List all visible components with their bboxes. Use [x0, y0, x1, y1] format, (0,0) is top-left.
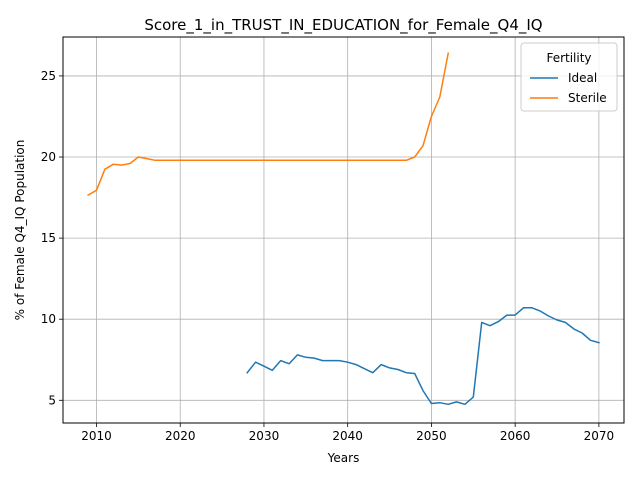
- legend-box: [520, 42, 618, 112]
- y-tick-label: 25: [41, 69, 56, 83]
- x-tick-label: 2050: [416, 429, 447, 443]
- x-axis-label: Years: [327, 451, 360, 465]
- series-lines: [87, 52, 600, 406]
- legend: Fertility Ideal Sterile: [520, 42, 618, 112]
- x-tick-label: 2070: [584, 429, 615, 443]
- legend-label-ideal: Ideal: [568, 71, 597, 85]
- y-tick-label: 15: [41, 231, 56, 245]
- x-tick-label: 2040: [332, 429, 363, 443]
- series-line-sterile: [87, 52, 450, 197]
- chart-title: Score_1_in_TRUST_IN_EDUCATION_for_Female…: [144, 16, 542, 35]
- x-tick-label: 2060: [500, 429, 531, 443]
- y-tick-label: 5: [48, 393, 56, 407]
- legend-label-sterile: Sterile: [568, 91, 607, 105]
- y-tick-label: 20: [41, 150, 56, 164]
- legend-title: Fertility: [546, 51, 591, 65]
- series-line-ideal: [246, 307, 600, 406]
- x-tick-label: 2010: [81, 429, 112, 443]
- grid: [63, 37, 624, 423]
- y-axis-label: % of Female Q4_IQ Population: [13, 140, 27, 321]
- y-tick-label: 10: [41, 312, 56, 326]
- axis-ticks: 2010 2020 2030 2040 2050 2060 2070 5 10 15 20 25: [41, 69, 614, 443]
- plot-frame: [62, 36, 625, 424]
- x-tick-label: 2030: [249, 429, 280, 443]
- x-tick-label: 2020: [165, 429, 196, 443]
